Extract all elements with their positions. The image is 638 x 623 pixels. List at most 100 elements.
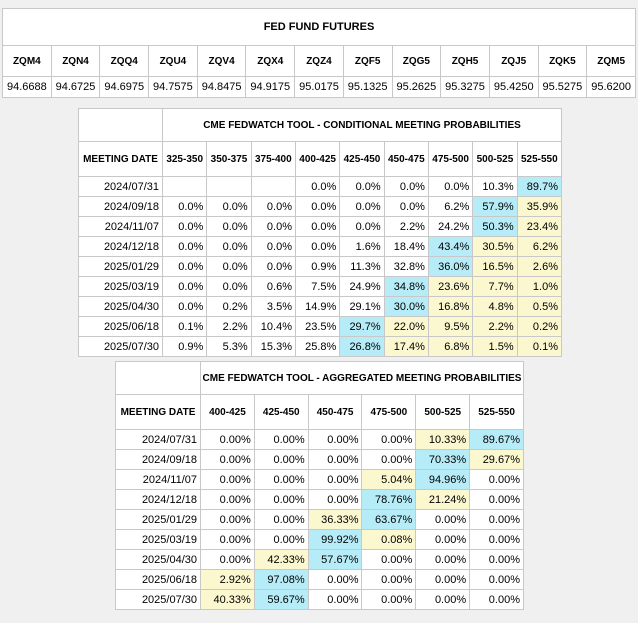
probability-cell: 35.9% bbox=[516, 196, 563, 217]
probability-cell: 32.8% bbox=[383, 256, 429, 277]
probability-cell: 21.24% bbox=[415, 489, 471, 510]
probability-cell: 16.5% bbox=[472, 256, 518, 277]
probability-cell: 2.2% bbox=[383, 216, 429, 237]
table-row: 2025/01/29 0.00% 0.00% 36.33% 63.67% 0.00% 0.0… bbox=[115, 509, 524, 530]
probability-cell: 0.2% bbox=[516, 316, 563, 337]
futures-contract: ZQX4 bbox=[245, 45, 296, 77]
table-row: 2024/07/31 0.0% 0.0% 0.0% 0.0% 10.3% 89.7% bbox=[78, 176, 563, 197]
range-header: 400-425 bbox=[294, 141, 341, 177]
futures-contract: ZQK5 bbox=[537, 45, 588, 77]
probability-cell: 0.00% bbox=[361, 549, 417, 570]
range-header: 325-350 bbox=[161, 141, 208, 177]
probability-cell: 0.08% bbox=[361, 529, 417, 550]
table-row: 2025/04/30 0.0% 0.2% 3.5% 14.9% 29.1% 30.0% 16.… bbox=[78, 296, 563, 317]
probability-cell: 0.00% bbox=[200, 469, 255, 490]
futures-contract-row: ZQM4 ZQN4 ZQQ4 ZQU4 ZQV4 ZQX4 ZQZ4 ZQF5 ZQG5 ZQH5… bbox=[2, 45, 636, 77]
meeting-date-cell: 2025/01/29 bbox=[78, 256, 163, 277]
table-row: 2025/04/30 0.00% 42.33% 57.67% 0.00% 0.00% 0.0… bbox=[115, 549, 524, 570]
table-row: 2024/12/18 0.0% 0.0% 0.0% 0.0% 1.6% 18.4% 43.4%… bbox=[78, 236, 563, 257]
probability-cell: 0.00% bbox=[361, 429, 417, 450]
probability-cell: 5.3% bbox=[206, 336, 252, 357]
futures-price: 94.6975 bbox=[99, 76, 150, 98]
probability-cell: 6.2% bbox=[516, 236, 563, 257]
meeting-date-cell: 2025/06/18 bbox=[115, 569, 201, 590]
probability-cell: 0.0% bbox=[294, 216, 341, 237]
probability-cell: 18.4% bbox=[383, 236, 429, 257]
range-header: 500-525 bbox=[415, 394, 471, 430]
probability-cell: 0.0% bbox=[206, 196, 252, 217]
probability-cell: 0.0% bbox=[339, 196, 385, 217]
probability-cell: 11.3% bbox=[339, 256, 385, 277]
futures-price: 95.2625 bbox=[391, 76, 442, 98]
range-header: 475-500 bbox=[361, 394, 417, 430]
range-header: 525-550 bbox=[516, 141, 563, 177]
probability-cell: 22.0% bbox=[383, 316, 429, 337]
probability-cell: 78.76% bbox=[361, 489, 417, 510]
futures-price-row: 94.6688 94.6725 94.6975 94.7575 94.8475 94.91… bbox=[2, 76, 636, 98]
meeting-date-cell: 2024/07/31 bbox=[78, 176, 163, 197]
probability-cell: 59.67% bbox=[253, 589, 309, 610]
probability-cell: 40.33% bbox=[200, 589, 255, 610]
probability-cell: 2.92% bbox=[200, 569, 255, 590]
probability-cell: 0.00% bbox=[200, 529, 255, 550]
probability-cell: 7.7% bbox=[472, 276, 518, 297]
probability-cell: 97.08% bbox=[253, 569, 309, 590]
futures-price: 95.0175 bbox=[294, 76, 344, 98]
probability-cell: 0.00% bbox=[469, 549, 524, 570]
probability-cell: 0.00% bbox=[200, 509, 255, 530]
meeting-date-header: MEETING DATE bbox=[115, 394, 201, 430]
futures-contract: ZQG5 bbox=[391, 45, 442, 77]
probability-cell: 0.0% bbox=[250, 216, 296, 237]
fed-fund-futures-table: FED FUND FUTURES ZQM4 ZQN4 ZQQ4 ZQU4 ZQV4 ZQX… bbox=[2, 8, 636, 98]
probability-cell: 0.9% bbox=[161, 336, 208, 357]
range-header: 525-550 bbox=[469, 394, 524, 430]
probability-cell: 0.0% bbox=[250, 196, 296, 217]
conditional-probabilities-table: CME FEDWATCH TOOL - CONDITIONAL MEETING … bbox=[78, 108, 563, 357]
probability-cell: 0.0% bbox=[161, 296, 208, 317]
probability-cell: 1.6% bbox=[339, 236, 385, 257]
probability-cell: 0.00% bbox=[253, 489, 309, 510]
futures-price: 94.8475 bbox=[196, 76, 247, 98]
probability-cell: 0.00% bbox=[253, 429, 309, 450]
probability-cell: 17.4% bbox=[383, 336, 429, 357]
table-row: 2024/11/07 0.00% 0.00% 0.00% 5.04% 94.96% 0.00… bbox=[115, 469, 524, 490]
probability-cell: 4.8% bbox=[472, 296, 518, 317]
probability-cell: 0.0% bbox=[294, 176, 341, 197]
probability-cell: 0.2% bbox=[206, 296, 252, 317]
futures-price: 94.6725 bbox=[50, 76, 101, 98]
table-row: 2024/12/18 0.00% 0.00% 0.00% 78.76% 21.24% 0.0… bbox=[115, 489, 524, 510]
probability-cell: 63.67% bbox=[361, 509, 417, 530]
corner-cell bbox=[78, 108, 163, 142]
probability-cell: 34.8% bbox=[383, 276, 429, 297]
table-row: 2024/07/31 0.00% 0.00% 0.00% 0.00% 10.33% 89.6… bbox=[115, 429, 524, 450]
probability-cell: 0.0% bbox=[339, 176, 385, 197]
probability-cell: 23.4% bbox=[516, 216, 563, 237]
probability-cell: 0.00% bbox=[253, 449, 309, 470]
probability-cell: 9.5% bbox=[427, 316, 474, 337]
probability-cell: 0.00% bbox=[307, 589, 363, 610]
probability-cell: 0.0% bbox=[206, 216, 252, 237]
probability-cell: 0.0% bbox=[206, 236, 252, 257]
probability-cell: 0.0% bbox=[294, 196, 341, 217]
table-row: 2025/03/19 0.00% 0.00% 99.92% 0.08% 0.00% 0.00… bbox=[115, 529, 524, 550]
meeting-date-header: MEETING DATE bbox=[78, 141, 163, 177]
futures-price: 95.4250 bbox=[488, 76, 539, 98]
probability-cell: 0.1% bbox=[161, 316, 208, 337]
meeting-date-cell: 2024/12/18 bbox=[115, 489, 201, 510]
probability-cell: 0.00% bbox=[469, 509, 524, 530]
probability-cell: 16.8% bbox=[427, 296, 474, 317]
probability-cell: 89.7% bbox=[516, 176, 563, 197]
probability-cell: 26.8% bbox=[339, 336, 385, 357]
futures-price: 95.3275 bbox=[440, 76, 490, 98]
probability-cell: 0.00% bbox=[253, 529, 309, 550]
probability-cell: 25.8% bbox=[294, 336, 341, 357]
probability-cell: 0.00% bbox=[307, 569, 363, 590]
meeting-date-cell: 2025/04/30 bbox=[78, 296, 163, 317]
probability-cell: 3.5% bbox=[250, 296, 296, 317]
probability-cell: 0.00% bbox=[415, 589, 471, 610]
probability-cell: 0.00% bbox=[469, 589, 524, 610]
futures-contract: ZQJ5 bbox=[488, 45, 539, 77]
corner-cell bbox=[115, 361, 201, 395]
probability-cell: 0.0% bbox=[383, 176, 429, 197]
probability-cell: 0.00% bbox=[361, 569, 417, 590]
